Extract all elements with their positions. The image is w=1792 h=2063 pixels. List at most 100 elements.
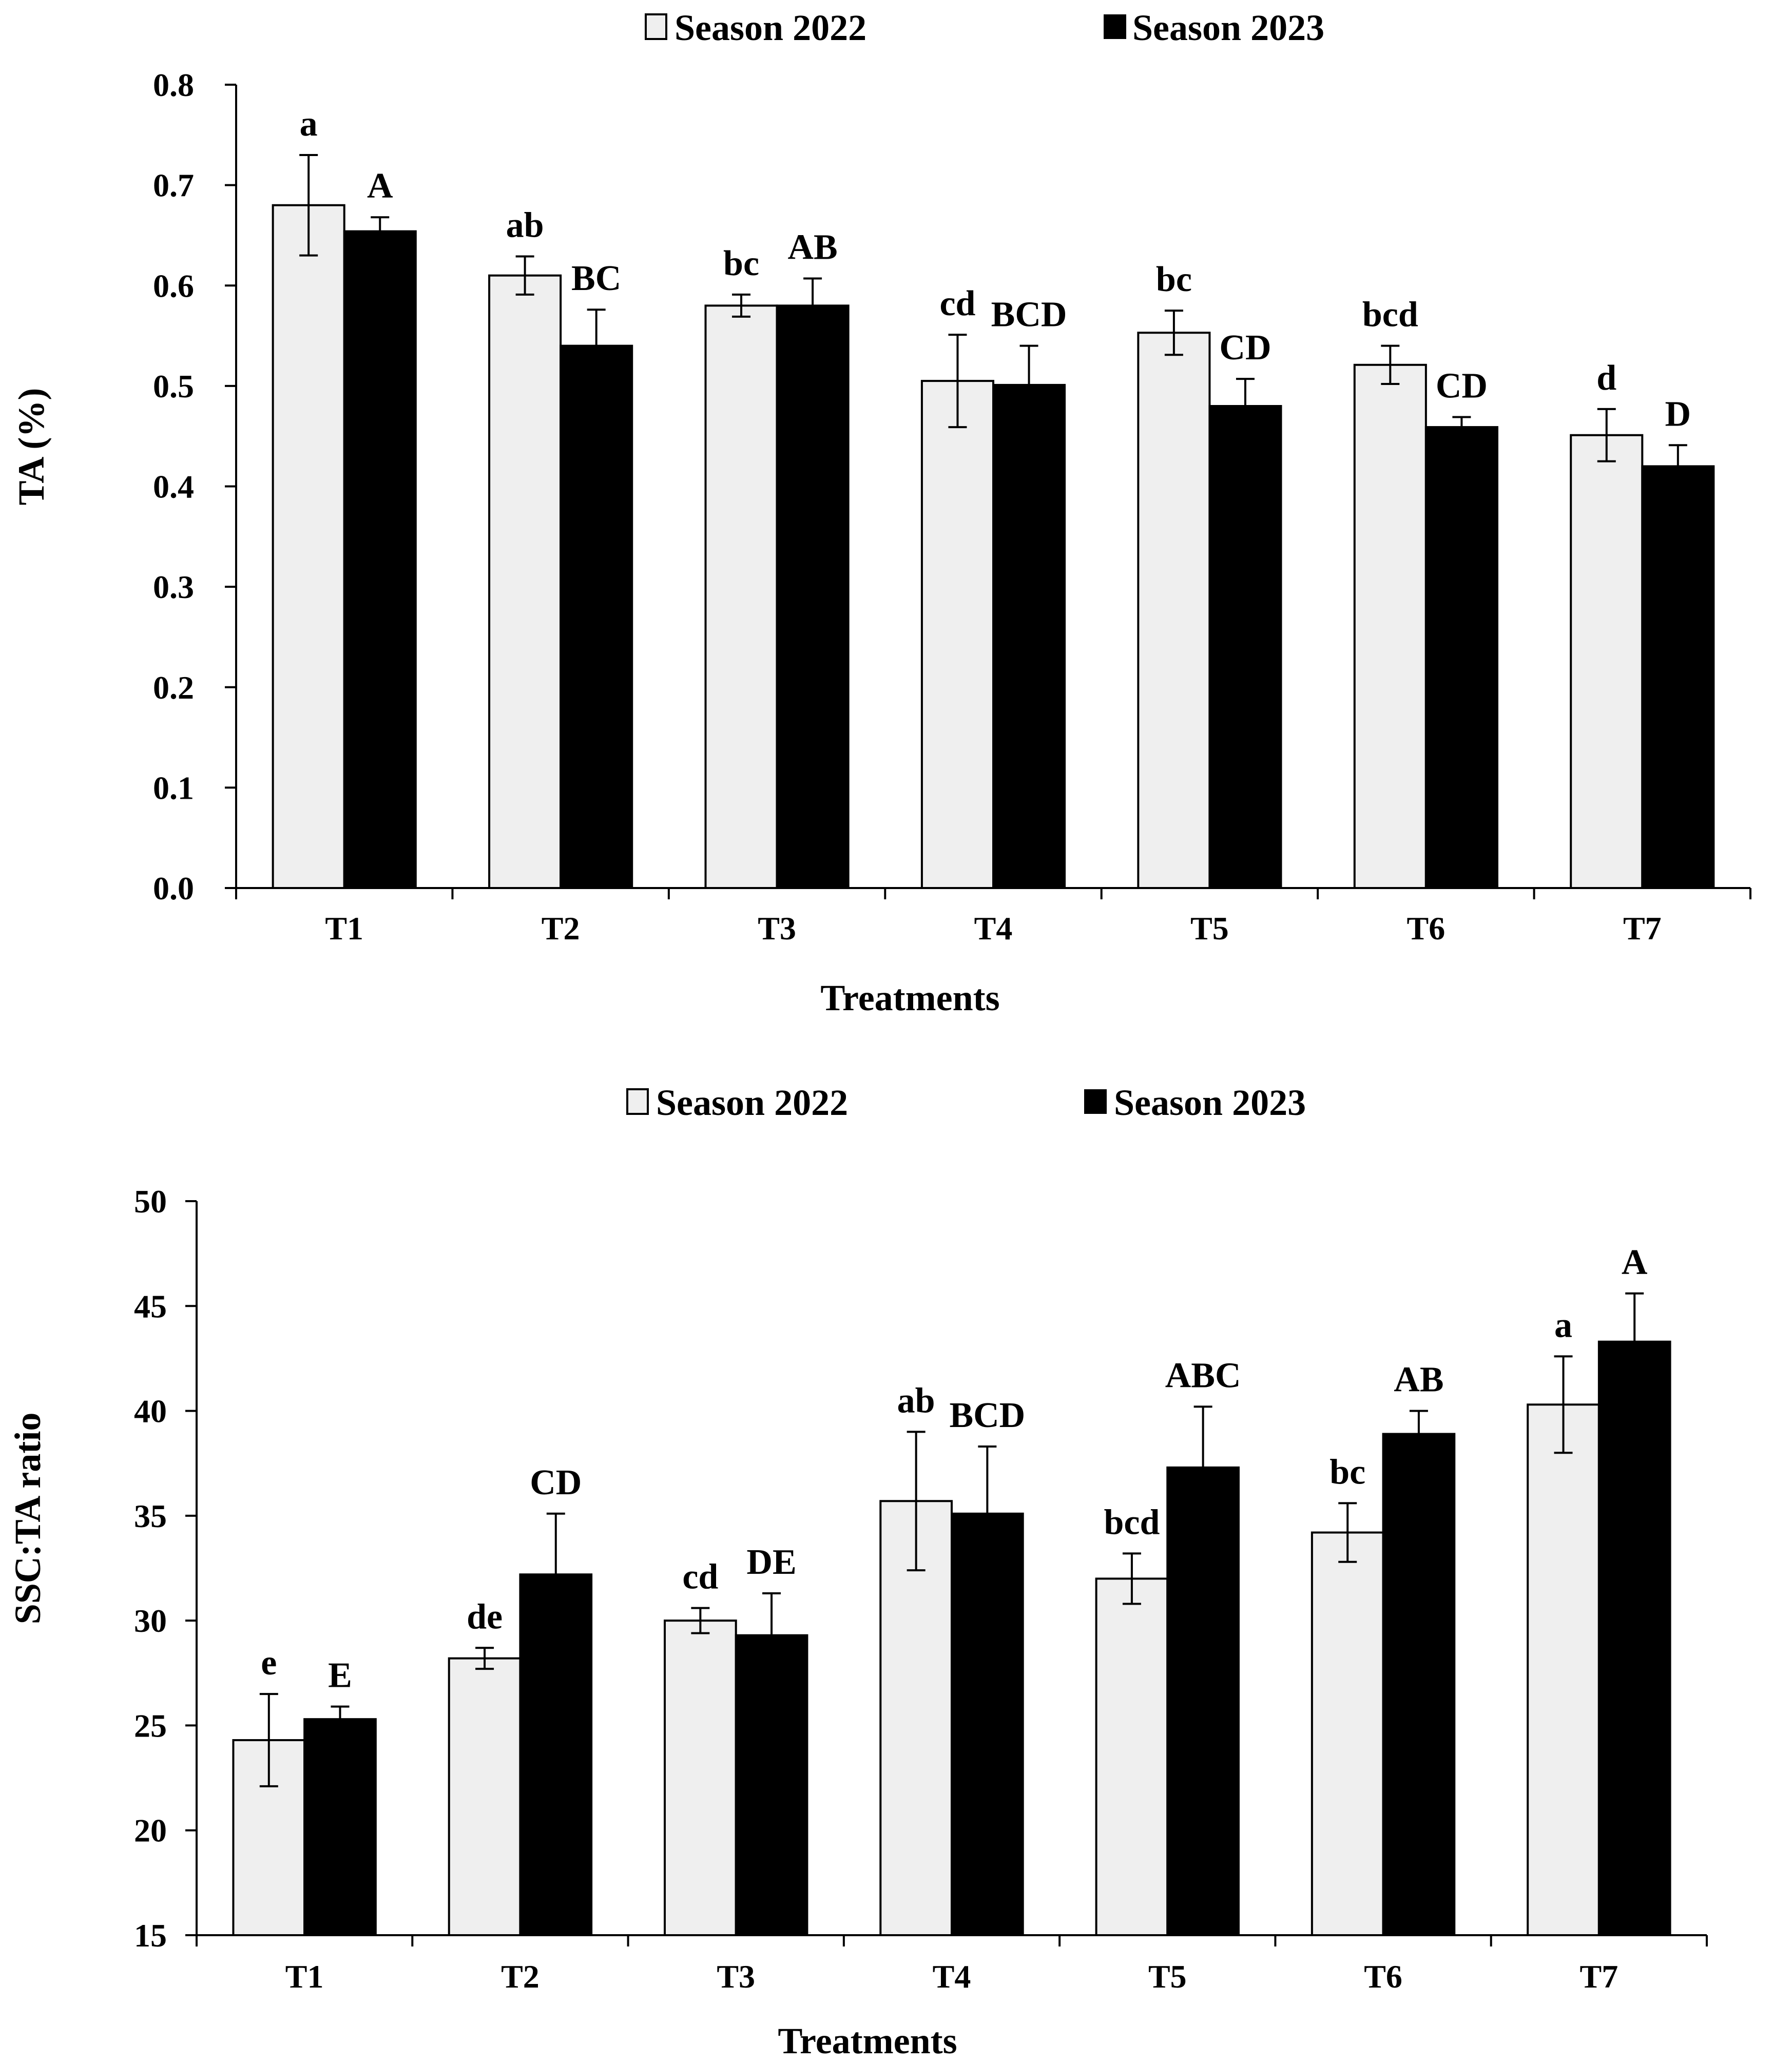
ssc-ta-x-tick-label: T5 — [1148, 1958, 1187, 1995]
ssc-ta-y-tick-label: 20 — [134, 1813, 167, 1849]
ssc-ta-x-tick-label: T2 — [501, 1958, 539, 1995]
ssc-ta-legend: Season 2022 Season 2023 — [626, 1082, 1306, 1123]
ta-bar-season-2022-t7 — [1570, 434, 1644, 889]
ssc-ta-significance-letter: CD — [530, 1463, 582, 1502]
ta-x-tick-label: T6 — [1407, 910, 1446, 947]
ssc-ta-legend-swatch-2022 — [626, 1088, 649, 1115]
ta-significance-letter: d — [1596, 358, 1616, 398]
ssc-ta-x-tick-label: T1 — [285, 1958, 324, 1995]
ta-x-tick-label: T2 — [542, 910, 580, 947]
ssc-ta-significance-letter: bc — [1329, 1452, 1365, 1492]
ta-bar-season-2022-t5 — [1137, 332, 1211, 889]
ta-legend-swatch-2023 — [1104, 14, 1126, 39]
ssc-ta-significance-letter: a — [1554, 1305, 1572, 1345]
ta-legend-swatch-2022 — [645, 13, 667, 40]
ta-y-axis-title: TA (%) — [11, 388, 52, 506]
ssc-ta-significance-letter: AB — [1394, 1360, 1443, 1400]
ssc-ta-x-tick-label: T3 — [717, 1958, 755, 1995]
ssc-ta-x-tick-label: T6 — [1364, 1958, 1402, 1995]
ssc-ta-y-tick-label: 35 — [134, 1498, 167, 1534]
ssc-ta-x-axis-title: Treatments — [778, 2020, 957, 2061]
ta-x-tick-label: T4 — [974, 910, 1013, 947]
ssc-ta-significance-letter: e — [261, 1643, 277, 1683]
ssc-ta-y-tick-label: 40 — [134, 1393, 167, 1430]
ta-x-tick-label: T5 — [1190, 910, 1229, 947]
ssc-ta-y-axis-title: SSC:TA ratio — [7, 1413, 48, 1625]
ta-significance-letter: A — [367, 166, 393, 206]
ssc-ta-y-tick-label: 45 — [134, 1288, 167, 1324]
ta-significance-letter: D — [1665, 394, 1691, 434]
ta-bar-season-2023-t5 — [1208, 405, 1282, 889]
ta-bar-season-2022-t6 — [1353, 363, 1427, 889]
ssc-ta-bar-season-2023-t7 — [1597, 1340, 1671, 1937]
ta-significance-letter: CD — [1436, 367, 1488, 406]
ssc-ta-legend-swatch-2023 — [1084, 1089, 1107, 1114]
ta-y-tick-label: 0.8 — [153, 67, 194, 103]
ssc-ta-y-tick-label: 50 — [134, 1183, 167, 1220]
ta-x-tick-label: T3 — [758, 910, 796, 947]
ta-legend-label-2023: Season 2023 — [1132, 7, 1324, 48]
ta-y-tick-label: 0.3 — [153, 569, 194, 605]
ssc-ta-bar-season-2023-t5 — [1166, 1466, 1240, 1936]
ssc-ta-bar-season-2022-t7 — [1527, 1403, 1600, 1936]
ta-bar-season-2023-t1 — [343, 230, 417, 889]
ssc-ta-significance-letter: ab — [897, 1381, 935, 1420]
ta-x-tick-label: T1 — [325, 910, 363, 947]
ssc-ta-significance-letter: ABC — [1165, 1356, 1241, 1395]
ta-significance-letter: BC — [571, 259, 621, 298]
ssc-ta-bar-season-2023-t1 — [303, 1718, 377, 1936]
ssc-ta-significance-letter: DE — [746, 1543, 796, 1582]
ta-significance-letter: CD — [1219, 328, 1271, 368]
ssc-ta-x-tick-label: T4 — [933, 1958, 971, 1995]
ta-significance-letter: bc — [1156, 260, 1192, 299]
ta-significance-letter: a — [300, 104, 318, 144]
ssc-ta-x-tick-label: T7 — [1580, 1958, 1618, 1995]
ssc-ta-bar-season-2022-t5 — [1095, 1577, 1169, 1936]
ta-y-tick-label: 0.2 — [153, 669, 194, 706]
ta-y-tick-label: 0.6 — [153, 267, 194, 304]
ta-x-tick-label: T7 — [1623, 910, 1662, 947]
ta-legend: Season 2022 Season 2023 — [645, 7, 1324, 48]
ssc-ta-axes: 15 20 25 30 35 40 45 50 T1 T2 T3 T4 T5 T6 T7 — [134, 1183, 1708, 1995]
ssc-ta-chart: Season 2022 Season 2023 15 20 25 30 35 40 45 50… — [7, 1082, 1708, 2061]
ssc-ta-significance-letter: BCD — [949, 1396, 1025, 1435]
ssc-ta-significance-letter: cd — [682, 1557, 718, 1597]
ta-significance-letter: bcd — [1362, 295, 1418, 335]
ssc-ta-bars: e de cd ab bcd bc a E CD DE BCD ABC AB A — [232, 1243, 1671, 1937]
ssc-ta-legend-label-2022: Season 2022 — [656, 1082, 848, 1123]
ta-y-tick-label: 0.0 — [153, 870, 194, 907]
ta-significance-letter: cd — [939, 284, 975, 323]
ta-bars: a ab bc cd bc bcd d A BC AB BCD CD CD D — [272, 104, 1715, 889]
ta-y-tick-label: 0.7 — [153, 167, 194, 204]
ta-significance-letter: bc — [723, 244, 759, 283]
ta-bar-season-2023-t7 — [1641, 465, 1715, 889]
ssc-ta-bar-season-2022-t2 — [448, 1657, 522, 1937]
ta-bar-season-2022-t1 — [272, 204, 345, 889]
ta-bar-season-2023-t2 — [560, 344, 633, 889]
ssc-ta-significance-letter: de — [467, 1597, 503, 1636]
ssc-ta-bar-season-2023-t3 — [735, 1634, 808, 1937]
ta-bar-season-2023-t3 — [776, 304, 850, 889]
ta-bar-season-2023-t4 — [992, 383, 1066, 889]
ta-significance-letter: BCD — [991, 295, 1067, 335]
ta-y-tick-label: 0.5 — [153, 368, 194, 404]
ssc-ta-y-tick-label: 15 — [134, 1917, 167, 1954]
ta-x-axis-title: Treatments — [820, 977, 999, 1018]
ta-bar-season-2022-t4 — [920, 380, 995, 889]
ta-significance-letter: ab — [506, 206, 544, 245]
ssc-ta-significance-letter: E — [328, 1656, 352, 1695]
ssc-ta-bar-season-2023-t4 — [951, 1512, 1024, 1937]
ta-chart: Season 2022 Season 2023 0.0 0.1 0.2 0.3 0.4 0… — [11, 7, 1751, 1018]
ssc-ta-significance-letter: A — [1622, 1243, 1648, 1282]
ta-legend-label-2022: Season 2022 — [675, 7, 866, 48]
ssc-ta-legend-label-2023: Season 2023 — [1114, 1082, 1306, 1123]
ssc-ta-bar-season-2023-t6 — [1382, 1433, 1456, 1937]
ssc-ta-bar-season-2022-t3 — [664, 1619, 737, 1936]
ssc-ta-bar-season-2022-t4 — [879, 1500, 953, 1936]
ta-y-tick-label: 0.1 — [153, 769, 194, 806]
ta-bar-season-2022-t2 — [488, 274, 562, 889]
ta-y-tick-label: 0.4 — [153, 469, 194, 505]
ssc-ta-bar-season-2022-t6 — [1311, 1531, 1384, 1937]
ta-bar-season-2022-t3 — [704, 304, 778, 889]
